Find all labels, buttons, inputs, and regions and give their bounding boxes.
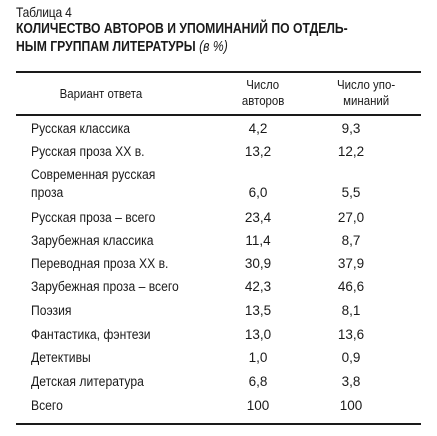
header-authors-line-1: Число <box>223 77 303 93</box>
table-row: Русская проза XX в. 13,2 12,2 <box>0 141 437 163</box>
header-variant: Вариант ответа <box>26 86 176 102</box>
row-label: Поэзия <box>31 303 72 318</box>
row-label-line-2: проза <box>31 185 64 200</box>
row-authors-value: 42,3 <box>244 279 272 294</box>
row-label: Зарубежная классика <box>31 233 154 248</box>
table-row: Русская проза – всего 23,4 27,0 <box>0 207 437 229</box>
header-mentions: Число упо- минаний <box>316 77 416 109</box>
header-mentions-line-1-text: Число упо- <box>336 77 396 92</box>
table-header-rule <box>16 114 421 116</box>
header-mentions-line-2-text: минаний <box>342 93 390 108</box>
row-label: Переводная проза XX в. <box>31 256 169 271</box>
row-label: Фантастика, фэнтези <box>31 327 151 342</box>
table-label: Таблица 4 <box>16 4 72 20</box>
table-row: Поэзия 13,5 8,1 <box>0 300 437 322</box>
row-label-line-1: Современная русская <box>31 167 156 182</box>
row-authors-value: 6,8 <box>248 374 268 389</box>
row-authors-value: 100 <box>246 398 270 413</box>
table-title-unit: (в %) <box>199 38 228 55</box>
table-row: Зарубежная классика 11,4 8,7 <box>0 230 437 252</box>
row-mentions-value: 5,5 <box>341 185 361 200</box>
header-mentions-line-1: Число упо- <box>316 77 416 93</box>
row-mentions-value: 9,3 <box>341 121 361 136</box>
header-authors-line-1-text: Число <box>246 77 280 92</box>
table-row: Переводная проза XX в. 30,9 37,9 <box>0 253 437 275</box>
row-mentions-value: 37,9 <box>337 256 365 271</box>
row-authors-value: 13,2 <box>244 144 272 159</box>
row-label: Русская проза – всего <box>31 210 156 225</box>
table-title: КОЛИЧЕСТВО АВТОРОВ И УПОМИНАНИЙ ПО ОТДЕЛ… <box>16 21 348 56</box>
row-label: Детективы <box>31 350 91 365</box>
row-authors-value: 13,5 <box>244 303 272 318</box>
row-authors-value: 1,0 <box>248 350 268 365</box>
table-title-line-2: НЫМ ГРУППАМ ЛИТЕРАТУРЫ (в %) <box>16 39 348 57</box>
table-row: Фантастика, фэнтези 13,0 13,6 <box>0 324 437 346</box>
table-title-text: НЫМ ГРУППАМ ЛИТЕРАТУРЫ <box>16 38 196 55</box>
row-authors-value: 4,2 <box>248 121 268 136</box>
row-mentions-value: 12,2 <box>337 144 365 159</box>
row-label: Детская литература <box>31 374 144 389</box>
header-mentions-line-2: минаний <box>316 93 416 109</box>
row-mentions-value: 8,1 <box>341 303 361 318</box>
row-label: Зарубежная проза – всего <box>31 279 179 294</box>
row-mentions-value: 8,7 <box>341 233 361 248</box>
row-label-total: Всего <box>31 398 63 413</box>
header-authors-line-2-text: авторов <box>241 93 285 108</box>
row-mentions-value: 13,6 <box>337 327 365 342</box>
table-title-line-1: КОЛИЧЕСТВО АВТОРОВ И УПОМИНАНИЙ ПО ОТДЕЛ… <box>16 21 348 37</box>
table-bottom-rule <box>16 423 421 425</box>
header-authors: Число авторов <box>223 77 303 109</box>
header-authors-line-2: авторов <box>223 93 303 109</box>
row-label: Русская классика <box>31 121 131 136</box>
row-authors-value: 6,0 <box>248 185 268 200</box>
row-authors-value: 30,9 <box>244 256 272 271</box>
row-mentions-value: 46,6 <box>337 279 365 294</box>
table-row: Зарубежная проза – всего 42,3 46,6 <box>0 276 437 298</box>
row-mentions-value: 100 <box>339 398 363 413</box>
row-mentions-value: 3,8 <box>341 374 361 389</box>
table-row: Русская классика 4,2 9,3 <box>0 118 437 140</box>
table-row: Современная русская проза 6,0 5,5 <box>0 164 437 208</box>
table-row: Детская литература 6,8 3,8 <box>0 371 437 393</box>
row-mentions-value: 27,0 <box>337 210 365 225</box>
row-authors-value: 23,4 <box>244 210 272 225</box>
row-label: Русская проза XX в. <box>31 144 145 159</box>
row-authors-value: 13,0 <box>244 327 272 342</box>
row-authors-value: 11,4 <box>245 233 271 248</box>
table-top-rule <box>16 71 421 73</box>
header-variant-text: Вариант ответа <box>59 86 143 101</box>
table-row: Детективы 1,0 0,9 <box>0 347 437 369</box>
row-mentions-value: 0,9 <box>341 350 361 365</box>
table-row: Всего 100 100 <box>0 395 437 417</box>
